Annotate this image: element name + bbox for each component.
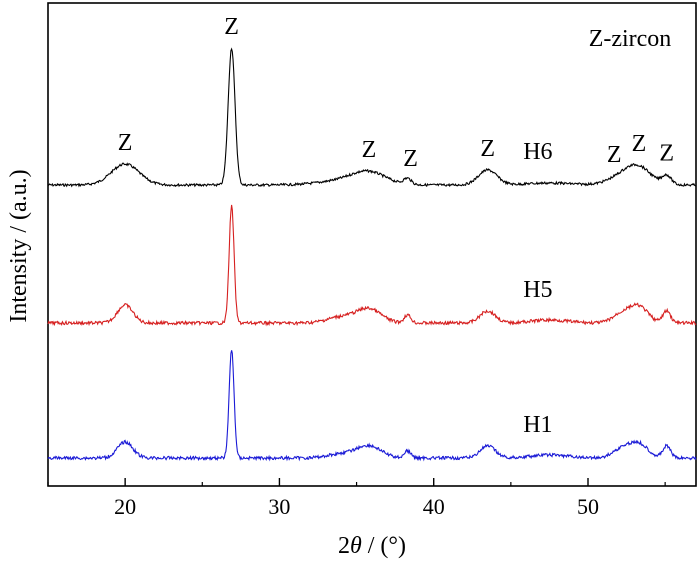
peak-annotation: Z [632, 131, 647, 157]
series-label-h5: H5 [523, 277, 552, 303]
peak-annotation: Z [118, 130, 133, 156]
x-axis-label: 2θ / (°) [338, 533, 406, 559]
peak-annotation: Z [362, 137, 377, 163]
x-tick-label: 50 [577, 494, 599, 519]
x-tick-label: 20 [114, 494, 136, 519]
series-line-h5 [47, 204, 697, 327]
peak-annotation: Z [480, 136, 495, 162]
series-line-h1 [47, 350, 697, 462]
series-layer: H6 H5 H1 [47, 47, 697, 462]
y-axis-label: Intensity / (a.u.) [6, 169, 32, 322]
series-label-h1: H1 [523, 412, 552, 438]
peak-annotation: Z [224, 14, 239, 40]
x-tick-label: 40 [423, 494, 445, 519]
series-line-h6 [47, 47, 697, 188]
peak-annotation: Z [403, 146, 418, 172]
plot-frame [47, 2, 697, 487]
legend-note: Z-zircon [589, 26, 672, 52]
series-label-h6: H6 [523, 139, 552, 165]
peak-annotation: Z [607, 142, 622, 168]
x-axis-ticks: 20 30 40 50 [47, 478, 666, 519]
x-tick-label: 30 [268, 494, 290, 519]
peak-annotation: Z [659, 141, 674, 167]
annotation-layer: ZZZ Z Z Z Z Z [118, 14, 674, 172]
